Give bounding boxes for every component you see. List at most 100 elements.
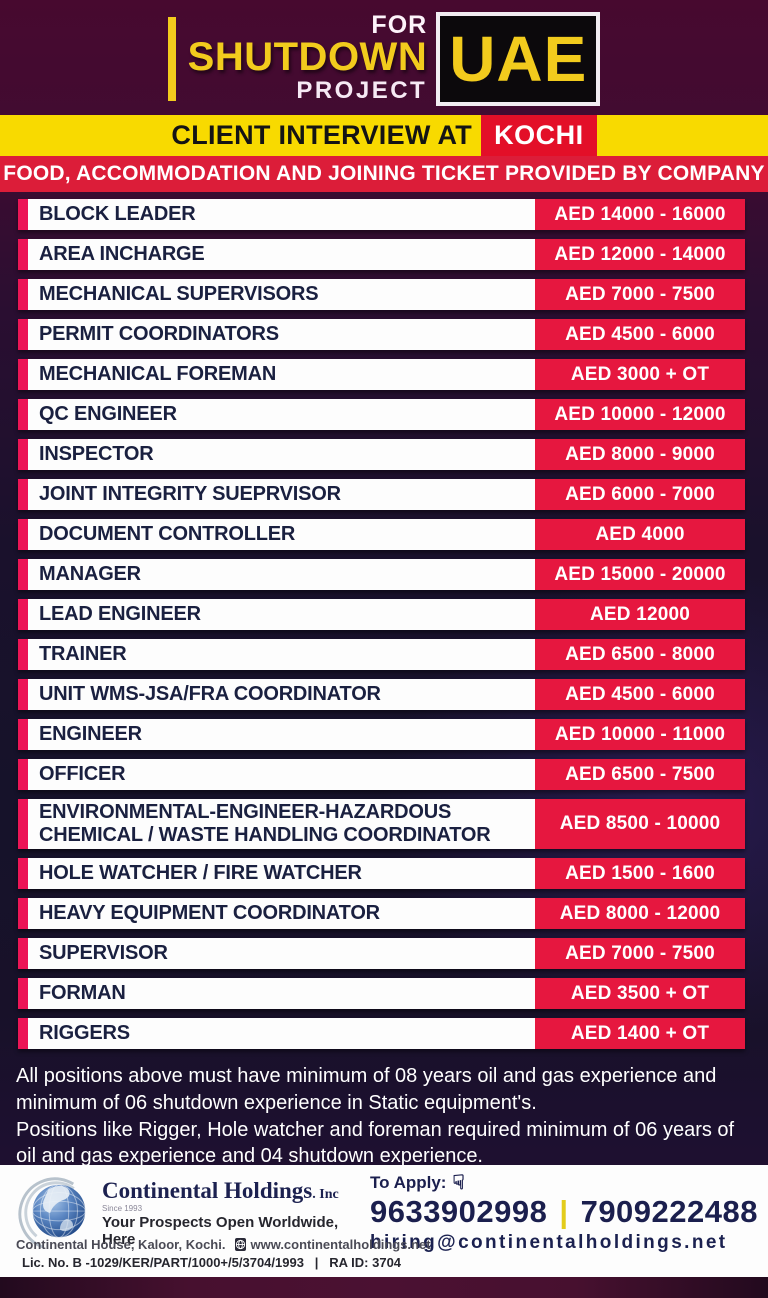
position-row: ENGINEER AED 10000 - 11000 bbox=[18, 719, 745, 750]
position-title: OFFICER bbox=[28, 759, 535, 790]
position-salary: AED 4000 bbox=[535, 519, 745, 550]
position-title: QC ENGINEER bbox=[28, 399, 535, 430]
row-accent-bar bbox=[18, 399, 28, 430]
row-accent-bar bbox=[18, 1018, 28, 1049]
note-line-1: All positions above must have minimum of… bbox=[16, 1065, 717, 1114]
interview-bar: CLIENT INTERVIEW AT KOCHI bbox=[0, 115, 768, 156]
footer-company-block: Continental Holdings. Inc Since 1993 You… bbox=[14, 1171, 431, 1273]
position-salary: AED 1500 - 1600 bbox=[535, 858, 745, 889]
position-salary: AED 3500 + OT bbox=[535, 978, 745, 1009]
row-accent-bar bbox=[18, 559, 28, 590]
position-salary: AED 8000 - 9000 bbox=[535, 439, 745, 470]
row-accent-bar bbox=[18, 319, 28, 350]
benefits-bar: FOOD, ACCOMMODATION AND JOINING TICKET P… bbox=[0, 156, 768, 192]
row-accent-bar bbox=[18, 799, 28, 849]
position-title: AREA INCHARGE bbox=[28, 239, 535, 270]
position-row: LEAD ENGINEER AED 12000 bbox=[18, 599, 745, 630]
position-salary: AED 14000 - 16000 bbox=[535, 199, 745, 230]
position-row: FORMAN AED 3500 + OT bbox=[18, 978, 745, 1009]
position-title: JOINT INTEGRITY SUEPRVISOR bbox=[28, 479, 535, 510]
apply-row: To Apply: ☟ bbox=[370, 1173, 758, 1193]
bottom-maroon-bar bbox=[0, 1277, 768, 1298]
poster-title: SHUTDOWN bbox=[187, 35, 428, 80]
company-address-line: Continental House, Kaloor, Kochi. www.co… bbox=[16, 1237, 431, 1252]
position-title: HEAVY EQUIPMENT COORDINATOR bbox=[28, 898, 535, 929]
position-salary: AED 10000 - 12000 bbox=[535, 399, 745, 430]
row-accent-bar bbox=[18, 199, 28, 230]
position-row: JOINT INTEGRITY SUEPRVISOR AED 6000 - 70… bbox=[18, 479, 745, 510]
position-row: MANAGER AED 15000 - 20000 bbox=[18, 559, 745, 590]
row-accent-bar bbox=[18, 898, 28, 929]
row-accent-bar bbox=[18, 359, 28, 390]
position-title: BLOCK LEADER bbox=[28, 199, 535, 230]
footer-contact-block: To Apply: ☟ 9633902998 | 7909222488 hiri… bbox=[358, 1171, 758, 1273]
phone-number-1: 9633902998 bbox=[369, 1194, 548, 1229]
position-salary: AED 15000 - 20000 bbox=[535, 559, 745, 590]
position-salary: AED 7000 - 7500 bbox=[535, 938, 745, 969]
position-salary: AED 4500 - 6000 bbox=[535, 319, 745, 350]
row-accent-bar bbox=[18, 719, 28, 750]
row-accent-bar bbox=[18, 279, 28, 310]
header-kicker: FOR bbox=[371, 10, 428, 39]
position-row: TRAINER AED 6500 - 8000 bbox=[18, 639, 745, 670]
position-title: INSPECTOR bbox=[28, 439, 535, 470]
position-row: MECHANICAL FOREMAN AED 3000 + OT bbox=[18, 359, 745, 390]
position-row: RIGGERS AED 1400 + OT bbox=[18, 1018, 745, 1049]
company-address: Continental House, Kaloor, Kochi. bbox=[16, 1237, 226, 1252]
position-row: SUPERVISOR AED 7000 - 7500 bbox=[18, 938, 745, 969]
company-name: Continental Holdings. Inc bbox=[102, 1178, 339, 1203]
position-row: ENVIRONMENTAL-ENGINEER-HAZARDOUS CHEMICA… bbox=[18, 799, 745, 849]
position-row: HOLE WATCHER / FIRE WATCHER AED 1500 - 1… bbox=[18, 858, 745, 889]
company-since: Since 1993 bbox=[102, 1204, 143, 1213]
position-row: MECHANICAL SUPERVISORS AED 7000 - 7500 bbox=[18, 279, 745, 310]
company-tagline: Your Prospects Open Worldwide, Here bbox=[102, 1214, 339, 1248]
note-line-2: Positions like Rigger, Hole watcher and … bbox=[16, 1118, 735, 1168]
position-title: TRAINER bbox=[28, 639, 535, 670]
header: FOR SHUTDOWN PROJECT UAE bbox=[0, 0, 768, 115]
company-suffix: . Inc bbox=[312, 1187, 339, 1202]
license-number: Lic. No. B -1029/KER/PART/1000+/5/3704/1… bbox=[22, 1255, 304, 1270]
position-title: RIGGERS bbox=[28, 1018, 535, 1049]
position-row: PERMIT COORDINATORS AED 4500 - 6000 bbox=[18, 319, 745, 350]
position-salary: AED 12000 bbox=[535, 599, 745, 630]
poster-subtitle: PROJECT bbox=[296, 77, 428, 105]
position-title: MECHANICAL FOREMAN bbox=[28, 359, 535, 390]
position-salary: AED 12000 - 14000 bbox=[535, 239, 745, 270]
row-accent-bar bbox=[18, 679, 28, 710]
position-row: OFFICER AED 6500 - 7500 bbox=[18, 759, 745, 790]
phone-separator: | bbox=[559, 1194, 569, 1229]
position-salary: AED 8000 - 12000 bbox=[535, 898, 745, 929]
row-accent-bar bbox=[18, 599, 28, 630]
position-title: ENVIRONMENTAL-ENGINEER-HAZARDOUS CHEMICA… bbox=[28, 799, 535, 849]
row-accent-bar bbox=[18, 938, 28, 969]
position-row: HEAVY EQUIPMENT COORDINATOR AED 8000 - 1… bbox=[18, 898, 745, 929]
position-title: LEAD ENGINEER bbox=[28, 599, 535, 630]
row-accent-bar bbox=[18, 978, 28, 1009]
position-salary: AED 7000 - 7500 bbox=[535, 279, 745, 310]
company-website: www.continentalholdings.net bbox=[250, 1237, 431, 1252]
website-globe-icon bbox=[235, 1238, 247, 1251]
row-accent-bar bbox=[18, 439, 28, 470]
position-salary: AED 3000 + OT bbox=[535, 359, 745, 390]
country-label: UAE bbox=[449, 22, 588, 95]
position-row: AREA INCHARGE AED 12000 - 14000 bbox=[18, 239, 745, 270]
position-salary: AED 6500 - 7500 bbox=[535, 759, 745, 790]
title-block: FOR SHUTDOWN PROJECT bbox=[187, 10, 428, 105]
country-box: UAE bbox=[436, 11, 601, 106]
position-row: QC ENGINEER AED 10000 - 12000 bbox=[18, 399, 745, 430]
position-title: MANAGER bbox=[28, 559, 535, 590]
phone-number-2: 7909222488 bbox=[580, 1194, 758, 1229]
positions-list: BLOCK LEADER AED 14000 - 16000 AREA INCH… bbox=[0, 192, 768, 1049]
row-accent-bar bbox=[18, 639, 28, 670]
position-title: MECHANICAL SUPERVISORS bbox=[28, 279, 535, 310]
pointing-hand-icon: ☟ bbox=[452, 1172, 465, 1194]
interview-label: CLIENT INTERVIEW AT bbox=[171, 120, 473, 150]
ra-id: RA ID: 3704 bbox=[329, 1255, 402, 1270]
position-salary: AED 6500 - 8000 bbox=[535, 639, 745, 670]
globe-logo bbox=[18, 1177, 92, 1251]
license-separator: | bbox=[314, 1255, 319, 1270]
apply-label: To Apply: bbox=[369, 1173, 447, 1192]
position-salary: AED 8500 - 10000 bbox=[535, 799, 745, 849]
position-row: BLOCK LEADER AED 14000 - 16000 bbox=[18, 199, 745, 230]
